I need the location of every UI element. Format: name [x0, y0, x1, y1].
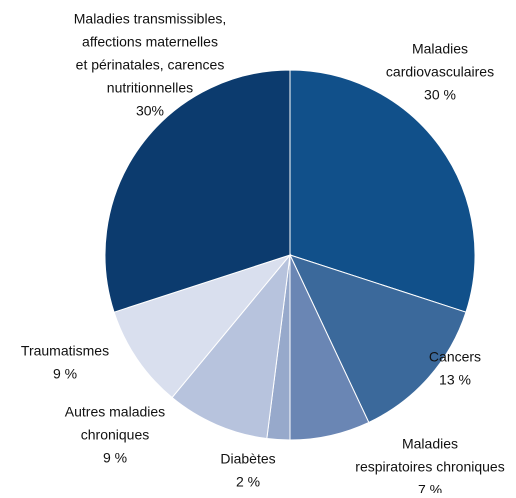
value-label: 7 % [418, 482, 442, 493]
pie-slice [289, 69, 476, 313]
slice-label: Maladies transmissibles, [74, 11, 227, 27]
slice-label: et périnatales, carences [76, 57, 225, 73]
pie-slice [289, 254, 467, 424]
value-label: 9 % [53, 366, 77, 382]
pie-slice [113, 253, 292, 399]
slice-label: nutritionnelles [107, 80, 193, 96]
slice-label: Cancers [429, 349, 481, 365]
slice-label: Traumatismes [21, 343, 109, 359]
slice-label: Maladies [412, 41, 468, 57]
value-label: 2 % [236, 474, 260, 490]
value-label: 9 % [103, 450, 127, 466]
slice-label: cardiovasculaires [386, 64, 494, 80]
slice-label: affections maternelles [82, 34, 218, 50]
value-label: 30% [136, 103, 164, 119]
value-label: 13 % [439, 372, 471, 388]
pie-slice [171, 253, 291, 440]
pie-slice [104, 69, 291, 313]
slice-label: respiratoires chroniques [355, 459, 504, 475]
value-label: 30 % [424, 87, 456, 103]
slice-label: Autres maladies [65, 404, 165, 420]
slice-label: Maladies [402, 436, 458, 452]
slice-label: chroniques [81, 427, 150, 443]
slice-label: Diabètes [220, 451, 275, 467]
